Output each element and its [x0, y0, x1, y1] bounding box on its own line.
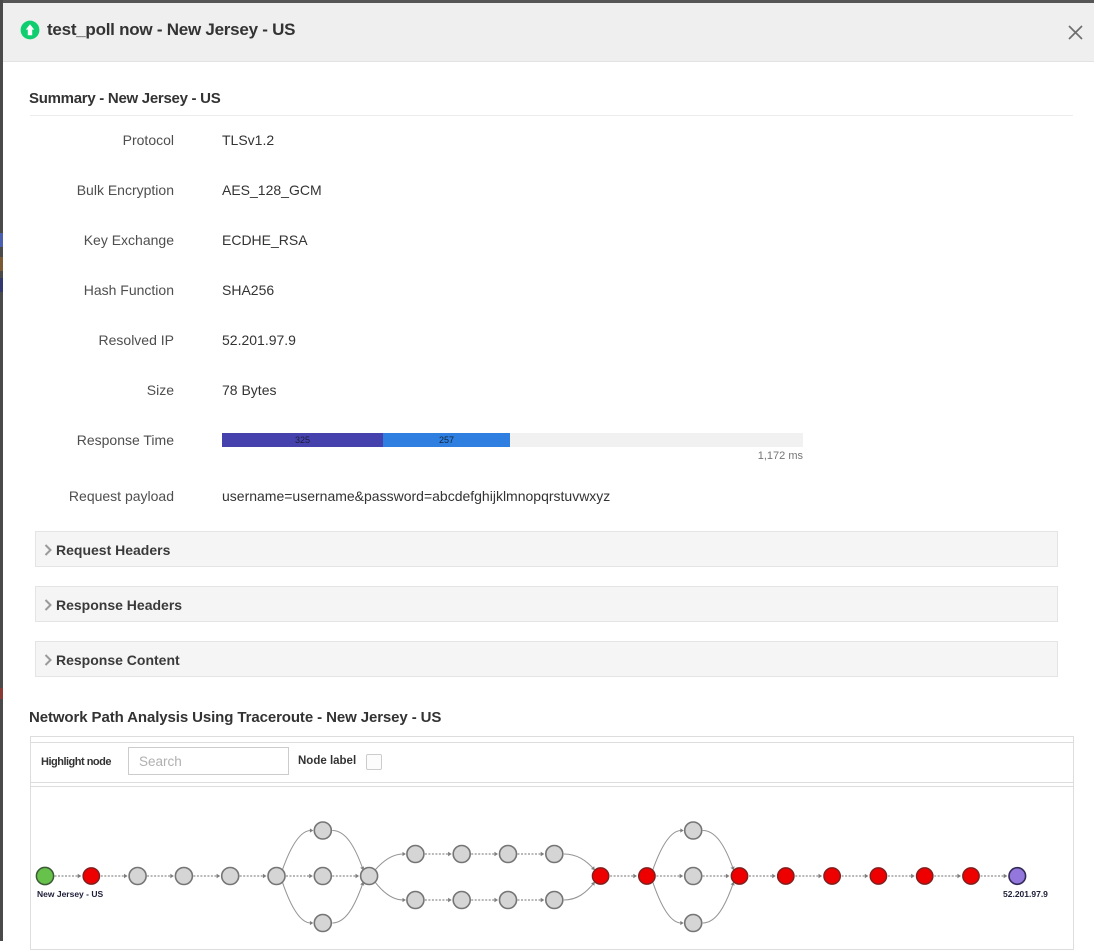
svg-text:52.201.97.9: 52.201.97.9: [1003, 889, 1048, 899]
svg-text:New Jersey - US: New Jersey - US: [37, 889, 103, 899]
